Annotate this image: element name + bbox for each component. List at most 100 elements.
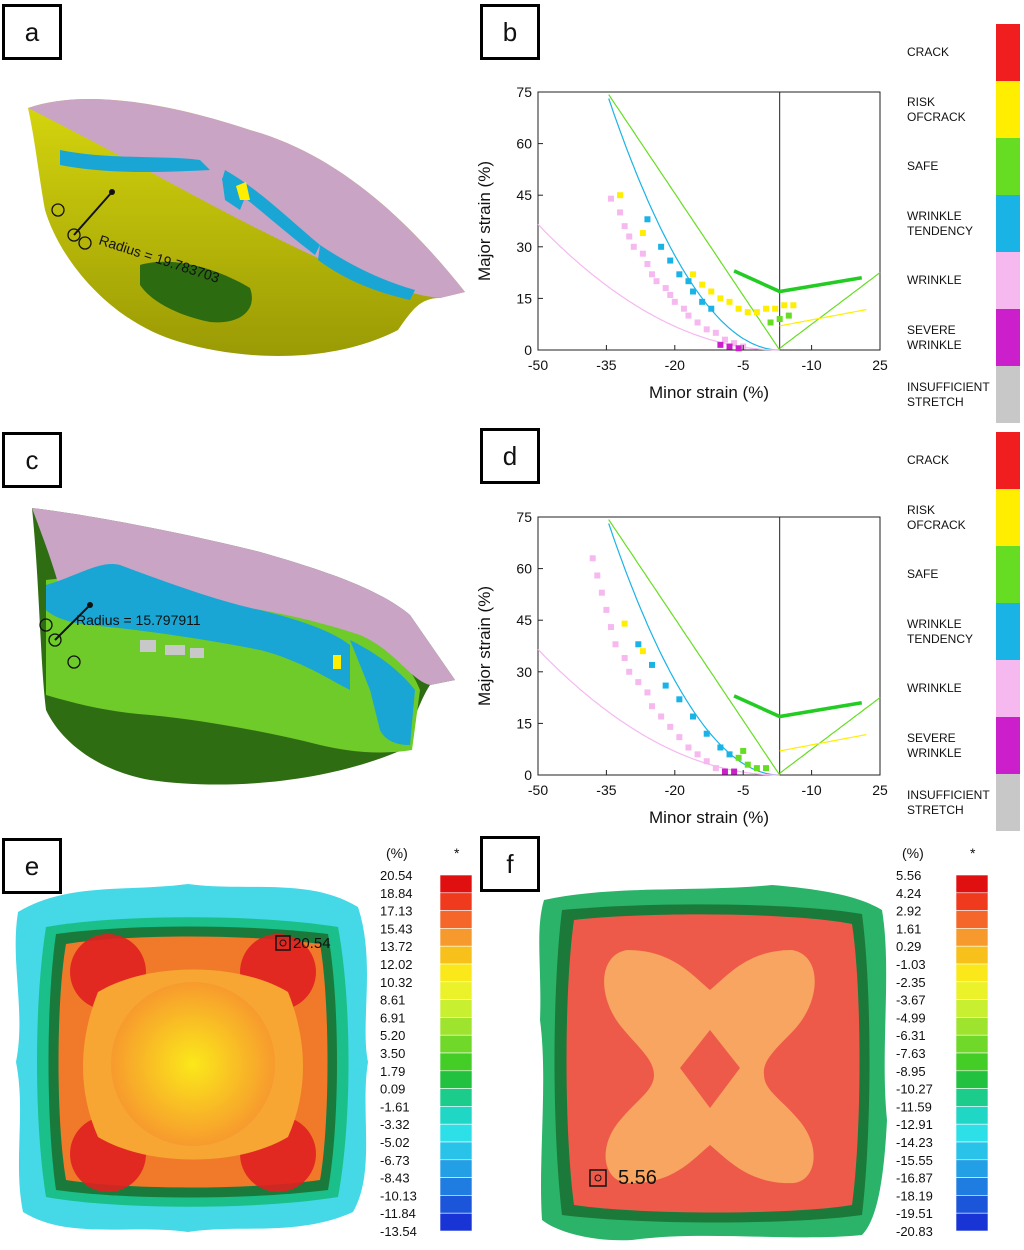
data-point-wrinkle-tendency xyxy=(667,257,674,264)
data-point-risk-of-crack xyxy=(690,271,697,278)
y-tick-label: 60 xyxy=(516,136,532,152)
data-point-wrinkle xyxy=(607,195,614,202)
scale-marker: * xyxy=(454,845,460,861)
y-tick-label: 30 xyxy=(516,664,532,680)
scale-value-label: 12.02 xyxy=(380,957,413,972)
data-point-wrinkle-tendency xyxy=(690,288,697,295)
legend-swatch-wrinkle-tendency xyxy=(996,195,1020,252)
x-tick-label: 25 xyxy=(872,357,888,373)
data-point-wrinkle-tendency xyxy=(703,730,710,737)
safe-limit-curve-left xyxy=(608,94,781,351)
data-point-wrinkle xyxy=(644,261,651,267)
legend-label-safe: SAFE xyxy=(907,567,939,581)
legend-swatch-severe xyxy=(996,717,1020,774)
data-point-wrinkle xyxy=(694,319,701,326)
data-point-severe-wrinkle xyxy=(721,768,728,775)
data-point-wrinkle xyxy=(626,233,633,240)
scale-value-label: -3.67 xyxy=(896,993,926,1008)
x-tick-label: -5 xyxy=(737,357,750,373)
y-tick-label: 60 xyxy=(516,561,532,577)
data-point-wrinkle-tendency xyxy=(690,713,697,720)
flc-chart-b: 75 60 45 30 15 0-50 -35 -20 -5 -10 25 Minor strain … xyxy=(475,84,888,402)
scale-color-band xyxy=(955,1034,989,1054)
data-point-risk-of-crack xyxy=(763,305,769,312)
safe-limit-curve-right xyxy=(779,697,881,774)
scale-value-label: 5.20 xyxy=(380,1028,405,1043)
data-point-wrinkle xyxy=(649,703,655,710)
data-point-risk-of-crack xyxy=(790,302,797,309)
data-point-wrinkle xyxy=(712,329,719,336)
scale-color-band xyxy=(439,892,473,911)
data-point-risk-of-crack xyxy=(621,620,628,627)
part-a-render: Radius = 19.783703 xyxy=(28,99,465,356)
scale-value-label: -6.73 xyxy=(380,1153,410,1168)
data-point-safe xyxy=(763,765,769,772)
data-point-risk-of-crack xyxy=(699,281,706,288)
x-tick-label: -10 xyxy=(801,782,821,798)
y-tick-label: 45 xyxy=(516,187,532,203)
scale-color-band xyxy=(439,1177,473,1196)
data-point-safe xyxy=(735,754,742,761)
legend-swatch-crack xyxy=(996,24,1020,81)
data-point-risk-of-crack xyxy=(708,288,715,295)
data-point-risk-of-crack xyxy=(639,648,646,655)
scale-value-label: -10.13 xyxy=(380,1188,417,1203)
data-point-wrinkle-tendency xyxy=(717,744,724,751)
data-point-wrinkle xyxy=(694,751,701,758)
scale-color-band xyxy=(955,1159,989,1178)
data-point-risk-of-crack xyxy=(753,309,760,316)
data-point-wrinkle xyxy=(612,641,619,648)
y-tick-label: 0 xyxy=(524,767,532,783)
scale-value-label: -11.59 xyxy=(896,1099,932,1114)
scale-value-label: -14.23 xyxy=(896,1135,933,1150)
panel-label-a: a xyxy=(2,4,62,60)
x-tick-label: -20 xyxy=(665,357,685,373)
legend-label-wrinkle-tendency: WRINKLE TENDENCY xyxy=(907,616,974,646)
data-point-severe-wrinkle xyxy=(717,341,724,348)
scale-unit-label: (%) xyxy=(902,845,924,861)
forming-limit-curve xyxy=(733,694,863,719)
scale-color-band xyxy=(439,1088,473,1107)
panel-label-d: d xyxy=(480,428,540,484)
wrinkle-tendency-curve xyxy=(608,98,780,351)
scale-color-band xyxy=(439,1141,473,1161)
data-point-severe-wrinkle xyxy=(735,345,742,352)
legend-label-insufficient: INSUFFICIENT STRETCH xyxy=(907,787,990,817)
scale-color-band xyxy=(439,1070,473,1089)
data-point-wrinkle xyxy=(680,305,687,312)
data-point-safe xyxy=(785,312,792,319)
scale-color-band xyxy=(439,963,473,983)
legend-swatch-crack xyxy=(996,432,1020,489)
legend-label-severe: SEVERE WRINKLE xyxy=(907,730,962,760)
scale-color-band xyxy=(439,999,473,1018)
data-point-wrinkle xyxy=(617,209,624,216)
legend-swatch-insufficient xyxy=(996,366,1020,423)
x-tick-label: -20 xyxy=(665,782,685,798)
data-point-wrinkle-tendency xyxy=(685,278,692,285)
data-point-wrinkle-tendency xyxy=(676,271,683,278)
scale-color-band xyxy=(955,1212,989,1232)
panel-label-b: b xyxy=(480,4,540,60)
scale-value-label: 5.56 xyxy=(896,868,921,883)
data-point-wrinkle xyxy=(626,668,633,675)
data-point-safe xyxy=(767,319,774,326)
y-tick-label: 15 xyxy=(516,290,532,306)
plot-frame xyxy=(537,516,881,776)
scale-color-band xyxy=(439,1123,473,1143)
data-point-wrinkle xyxy=(603,606,610,613)
scale-color-band xyxy=(955,1141,989,1161)
x-axis-label: Minor strain (%) xyxy=(649,383,769,402)
data-point-wrinkle xyxy=(607,624,614,631)
data-point-safe xyxy=(740,747,747,754)
scale-color-band xyxy=(955,1195,989,1214)
legend-label-wrinkle: WRINKLE xyxy=(907,681,962,695)
data-point-wrinkle xyxy=(621,655,628,662)
scale-value-label: -18.19 xyxy=(896,1188,933,1203)
data-point-safe xyxy=(753,765,760,772)
scale-color-band xyxy=(955,963,989,983)
x-tick-label: -5 xyxy=(737,782,750,798)
contour-plot-e: 20.54 xyxy=(15,884,369,1232)
data-point-wrinkle xyxy=(685,744,692,751)
scale-color-band xyxy=(955,874,989,894)
scale-color-band xyxy=(439,1195,473,1214)
